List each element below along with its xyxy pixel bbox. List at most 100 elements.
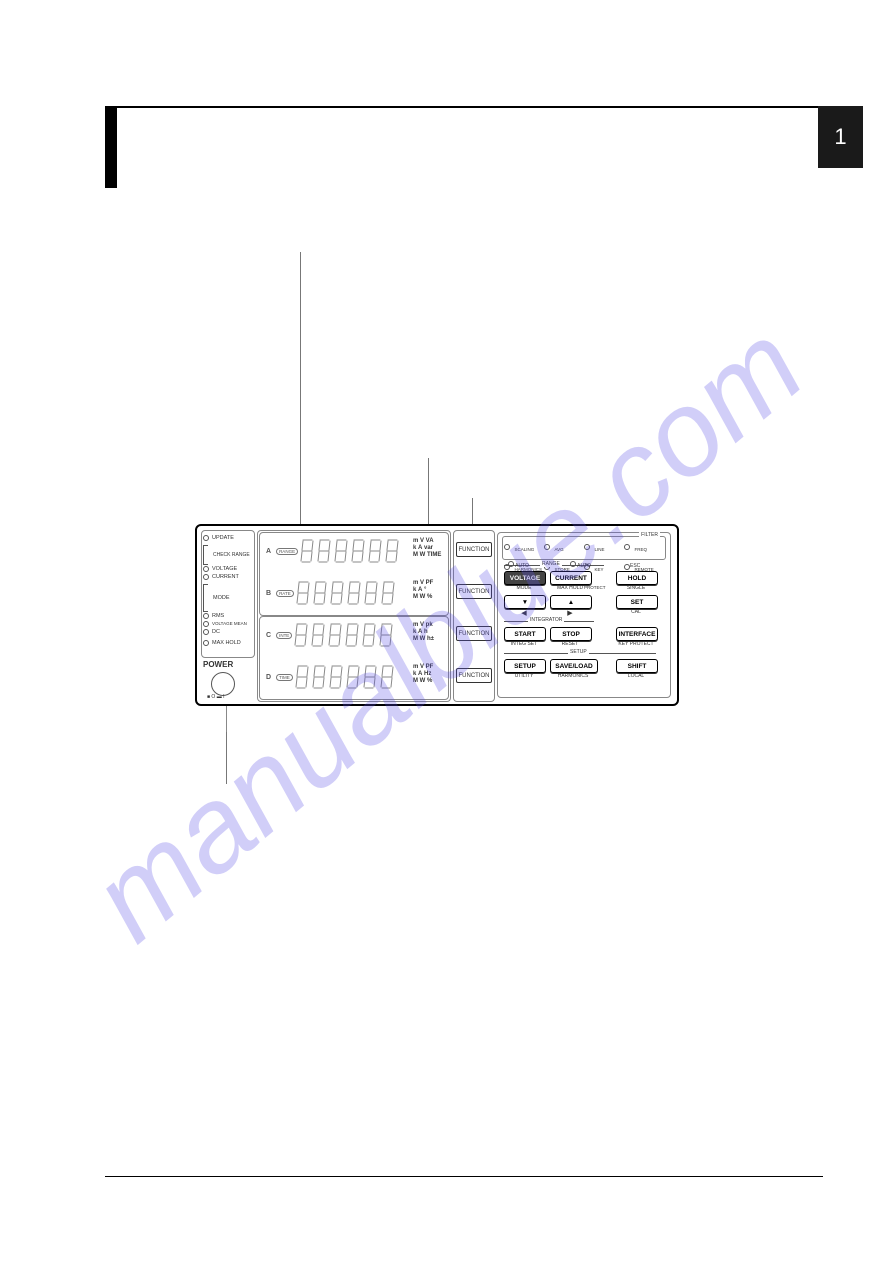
footer-rule: [105, 1176, 823, 1177]
control-cluster: FILTER SCALING AVG LINE FREQ HARMONICS S…: [497, 532, 671, 698]
chapter-tab-number: 1: [834, 124, 846, 150]
single-sublabel: SINGLE: [616, 585, 656, 591]
callout-display-pages: → Page 1-3, 4: [379, 236, 463, 251]
callout-unit-title: Unit display: [310, 442, 384, 457]
led-icon: [570, 561, 576, 567]
keyprotect-sublabel: KEY PROTECT: [610, 641, 662, 647]
harmonics-sublabel: HARMONICS: [550, 673, 596, 679]
reset-sublabel: RESET: [550, 641, 590, 647]
power-label: POWER: [203, 660, 233, 669]
start-key[interactable]: START: [504, 627, 546, 641]
down-key[interactable]: ▼: [504, 595, 546, 609]
status-led-scaling: SCALING: [504, 538, 544, 556]
interface-key[interactable]: INTERFACE: [616, 627, 658, 641]
callout-function-title: Function selection (FUNCTION): [454, 482, 648, 497]
integset-sublabel: INTEG SET: [504, 641, 544, 647]
callout-keys-right-title: Input settings / Operation keys: [500, 236, 690, 251]
led-icon: [203, 629, 209, 635]
setup-group-label: SETUP: [568, 649, 589, 655]
label-voltage: VOLTAGE: [212, 565, 237, 573]
chapter-title: Chapter 1 Parts of the Power Meter and T…: [128, 116, 504, 134]
leader-display-v: [300, 252, 301, 524]
unit-display-row-b: m V PFk A °M W %: [413, 580, 433, 601]
integrator-label: INTEGRATOR: [528, 617, 564, 623]
auto-v-label: AUTO: [508, 561, 529, 569]
label-mode: MODE: [213, 594, 230, 602]
led-icon: [203, 574, 209, 580]
label-check-range: CHECK RANGE: [213, 551, 250, 559]
display-row-a: ARANGE: [263, 536, 413, 566]
up-key[interactable]: ▲: [550, 595, 592, 609]
callout-function: Function selection (FUNCTION) → Page 1-7: [454, 482, 721, 497]
mode-sublabel: MODE: [504, 585, 544, 591]
callout-power-title: Power switch (POWER): [232, 734, 376, 749]
label-max-hold: MAX HOLD: [212, 639, 241, 647]
heading-front-panel: Front Panel: [128, 210, 227, 231]
section-number: 1.1: [120, 130, 159, 162]
callout-function-pages: → Page 1-7: [652, 482, 721, 497]
unit-display-row-a: m V VAk A varM W TIME: [413, 538, 441, 559]
led-icon: [203, 621, 209, 627]
unit-display-row-d: m V PFk A HzM W %: [413, 664, 433, 685]
section-title: Front Panel: [190, 146, 322, 174]
function-button-d[interactable]: FUNCTION: [456, 668, 492, 683]
label-current: CURRENT: [212, 573, 239, 581]
callout-unit-pages: → Pages 1-5, 6: [387, 442, 477, 457]
range-label: RANGE: [540, 561, 562, 567]
local-sublabel: LOCAL: [616, 673, 656, 679]
power-switch[interactable]: [211, 672, 235, 696]
led-icon: [508, 561, 514, 567]
callout-indicator-pages: → Page 1-11: [173, 328, 249, 343]
instrument-front-panel: UPDATE CHECK RANGE VOLTAGE CURRENT MODE …: [195, 524, 679, 706]
display-row-d: DTIME: [263, 662, 413, 692]
footer-page-number: 1-1: [805, 1182, 821, 1194]
led-icon: [203, 640, 209, 646]
label-update: UPDATE: [212, 534, 234, 542]
power-markings: ■ O ▬ I: [207, 694, 224, 700]
led-icon: [203, 613, 209, 619]
callout-indicator-title: Indicator: [114, 328, 169, 343]
callout-unit: Unit display → Pages 1-5, 6: [310, 442, 478, 457]
voltage-key[interactable]: VOLTAGE: [504, 571, 546, 585]
chapter-tab: 1: [818, 106, 863, 168]
callout-display-title: 7-segment LED display: [232, 236, 375, 251]
function-button-b[interactable]: FUNCTION: [456, 584, 492, 599]
left-indicators: UPDATE CHECK RANGE VOLTAGE CURRENT MODE …: [203, 534, 250, 647]
callout-power: Power switch (POWER) → Page 3-6: [232, 734, 449, 749]
callout-keys-right-pages: → Pages 1-8 to 10: [694, 236, 802, 251]
shift-key[interactable]: SHIFT: [616, 659, 658, 673]
label-voltage-mean: VOLTAGE MEAN: [212, 620, 247, 628]
brace-icon: [203, 584, 208, 612]
unit-display-row-c: m V pkk A hM W h±: [413, 622, 434, 643]
hold-key[interactable]: HOLD: [616, 571, 658, 585]
set-key[interactable]: SET: [616, 595, 658, 609]
callout-keys-right: Input settings / Operation keys → Pages …: [500, 236, 802, 251]
status-led-freq: FREQ: [624, 538, 664, 556]
label-dc: DC: [212, 628, 220, 636]
function-button-a[interactable]: FUNCTION: [456, 542, 492, 557]
leader-unit-v: [428, 458, 429, 524]
maxhold-sublabel: MAX HOLD: [550, 585, 590, 591]
top-rule: [105, 106, 823, 108]
current-key[interactable]: CURRENT: [550, 571, 592, 585]
leader-function-v: [472, 498, 473, 524]
chapter-stripe: [105, 106, 117, 188]
callout-power-pages: → Page 3-6: [380, 734, 449, 749]
saveload-key[interactable]: SAVE/LOAD: [550, 659, 598, 673]
led-icon: [203, 535, 209, 541]
left-sublabel: ◀: [504, 609, 544, 617]
function-button-c[interactable]: FUNCTION: [456, 626, 492, 641]
auto-a-label: AUTO: [570, 561, 591, 569]
label-rms: RMS: [212, 612, 224, 620]
status-led-avg: AVG: [544, 538, 584, 556]
callout-indicator: Indicator → Page 1-11: [114, 328, 248, 343]
setup-key[interactable]: SETUP: [504, 659, 546, 673]
display-row-c: CINTE: [263, 620, 413, 650]
right-sublabel: ▶: [550, 609, 590, 617]
footer-left: IM 253421-01E: [105, 1182, 180, 1194]
callout-display: 7-segment LED display → Page 1-3, 4: [232, 236, 463, 251]
stop-key[interactable]: STOP: [550, 627, 592, 641]
utility-sublabel: UTILITY: [504, 673, 544, 679]
brace-icon: [203, 545, 208, 565]
led-icon: [203, 566, 209, 572]
